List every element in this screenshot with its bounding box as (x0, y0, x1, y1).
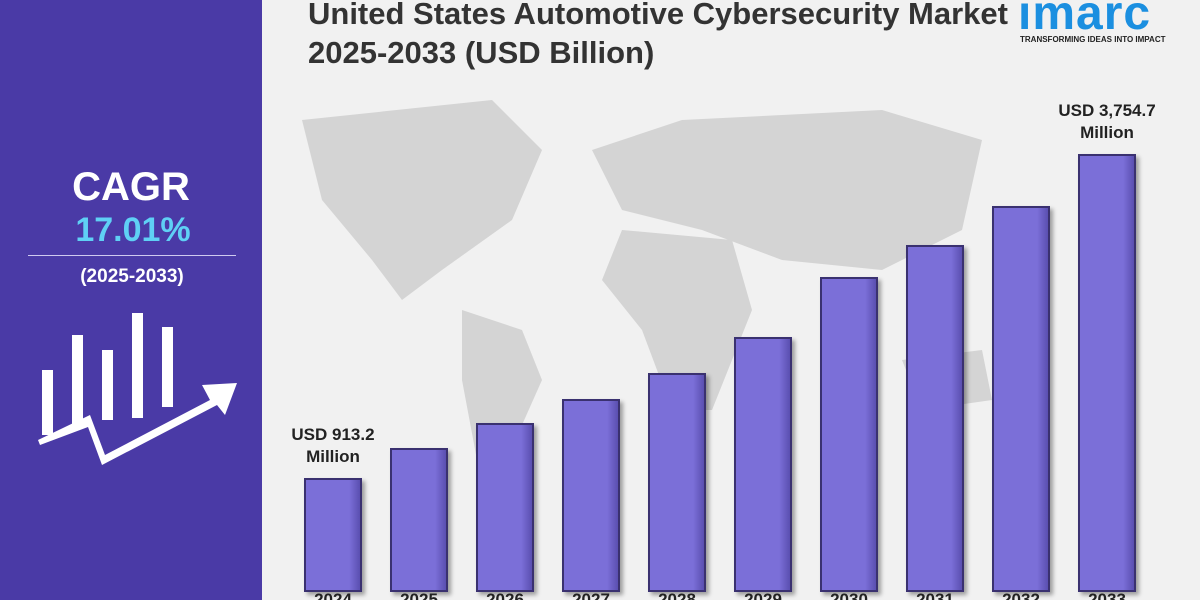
cagr-panel (0, 0, 262, 600)
value-label: USD 3,754.7 Million (1058, 101, 1156, 142)
bar (304, 477, 362, 592)
brand-tagline: TRANSFORMING IDEAS INTO IMPACT (1020, 35, 1166, 44)
x-tick-label: 2030 (830, 590, 868, 600)
value-label: USD 913.2 Million (291, 424, 375, 466)
brand-logo: imarc (1018, 0, 1152, 40)
chart-title: United States Automotive Cybersecurity M… (308, 0, 1008, 70)
bar (476, 423, 534, 592)
x-tick-label: 2033 (1088, 590, 1126, 600)
bar (992, 206, 1050, 592)
bar (820, 276, 878, 592)
x-tick-label: 2025 (400, 590, 438, 600)
x-tick-label: 2029 (744, 590, 782, 600)
cagr-period: (2025-2033) (80, 266, 184, 287)
bar (906, 244, 964, 592)
x-tick-label: 2031 (916, 590, 954, 600)
bar (734, 336, 792, 592)
bar (648, 373, 706, 592)
growth-icon (38, 313, 237, 465)
bar (390, 447, 448, 592)
x-tick-label: 2027 (572, 590, 610, 600)
cagr-label: CAGR (72, 165, 190, 209)
divider (28, 255, 236, 256)
x-tick-label: 2026 (486, 590, 524, 600)
x-tick-label: 2028 (658, 590, 696, 600)
cagr-value: 17.01% (75, 211, 191, 249)
bar (1078, 154, 1136, 592)
bar (562, 398, 620, 592)
x-tick-label: 2024 (314, 590, 352, 600)
x-tick-label: 2032 (1002, 590, 1040, 600)
